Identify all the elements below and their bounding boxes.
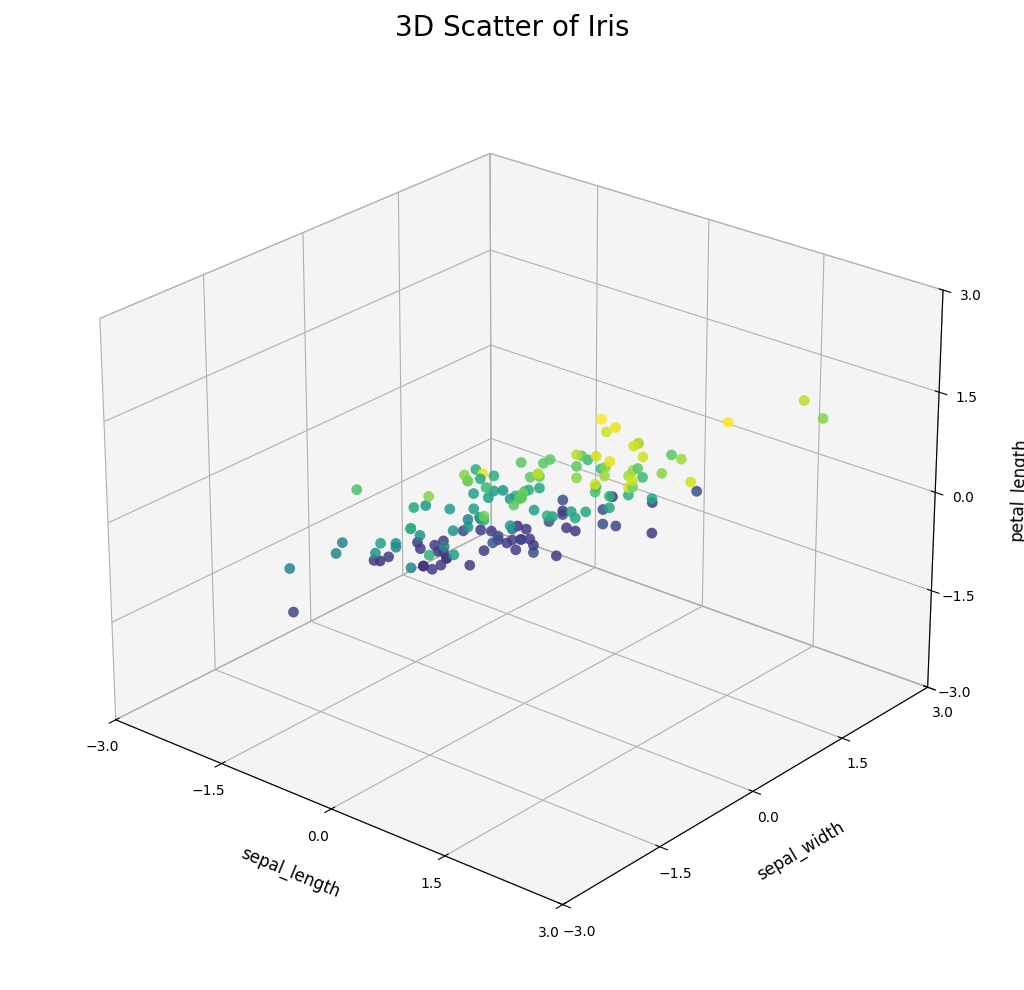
Title: 3D Scatter of Iris: 3D Scatter of Iris [394, 14, 630, 42]
Y-axis label: sepal_width: sepal_width [754, 818, 848, 883]
X-axis label: sepal_length: sepal_length [239, 843, 343, 901]
